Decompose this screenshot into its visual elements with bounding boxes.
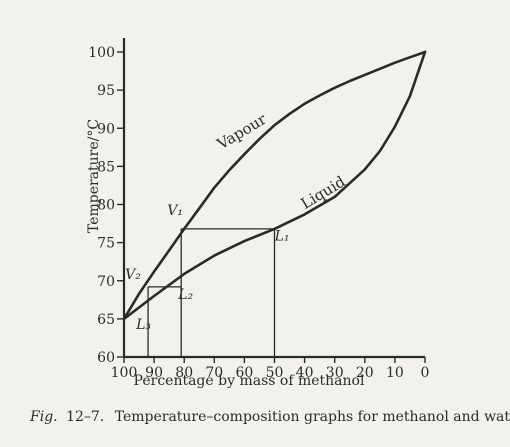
y-tick-label: 95 — [97, 83, 115, 99]
y-tick-label: 75 — [97, 236, 115, 252]
y-tick-label: 65 — [97, 312, 115, 328]
annotation-label: V₁ — [167, 203, 183, 219]
series-line-liquid — [122, 50, 427, 321]
y-tick-label: 85 — [97, 159, 115, 175]
curves — [122, 50, 427, 321]
x-tick-label: 80 — [175, 365, 193, 381]
caption-fig-label: Fig. — [29, 409, 58, 425]
series-line-vapour — [122, 50, 427, 321]
x-tick-label: 90 — [145, 365, 163, 381]
caption-fig-number: 12–7. — [66, 409, 104, 425]
annotation-label: Vapour — [213, 110, 270, 154]
x-tick-label: 0 — [421, 365, 430, 381]
y-tick-label: 100 — [88, 45, 115, 61]
y-tick-label: 70 — [97, 274, 115, 290]
figure-caption: Fig. 12–7. Temperature–composition graph… — [29, 409, 510, 425]
x-axis-title: Percentage by mass of methanol — [134, 373, 365, 389]
y-tick-label: 60 — [97, 350, 115, 366]
caption-text: Temperature–composition graphs for metha… — [115, 409, 510, 425]
x-tick-label: 40 — [296, 365, 314, 381]
annotation-label: V₂ — [125, 267, 141, 283]
annotation-label: L₃ — [135, 317, 151, 333]
y-tick-label: 80 — [97, 198, 115, 214]
annotation-label: L₁ — [274, 228, 290, 244]
x-tick-label: 30 — [326, 365, 344, 381]
x-tick-label: 50 — [266, 365, 284, 381]
x-tick-label: 20 — [356, 365, 374, 381]
x-tick-label: 70 — [205, 365, 223, 381]
annotation-label: L₂ — [177, 287, 193, 303]
y-axis-title: Temperature/°C — [86, 119, 102, 233]
tie-lines — [147, 228, 276, 357]
y-tick-label: 90 — [97, 121, 115, 137]
x-tick-label: 10 — [386, 365, 404, 381]
x-tick-label: 100 — [111, 365, 138, 381]
x-tick-label: 60 — [235, 365, 253, 381]
